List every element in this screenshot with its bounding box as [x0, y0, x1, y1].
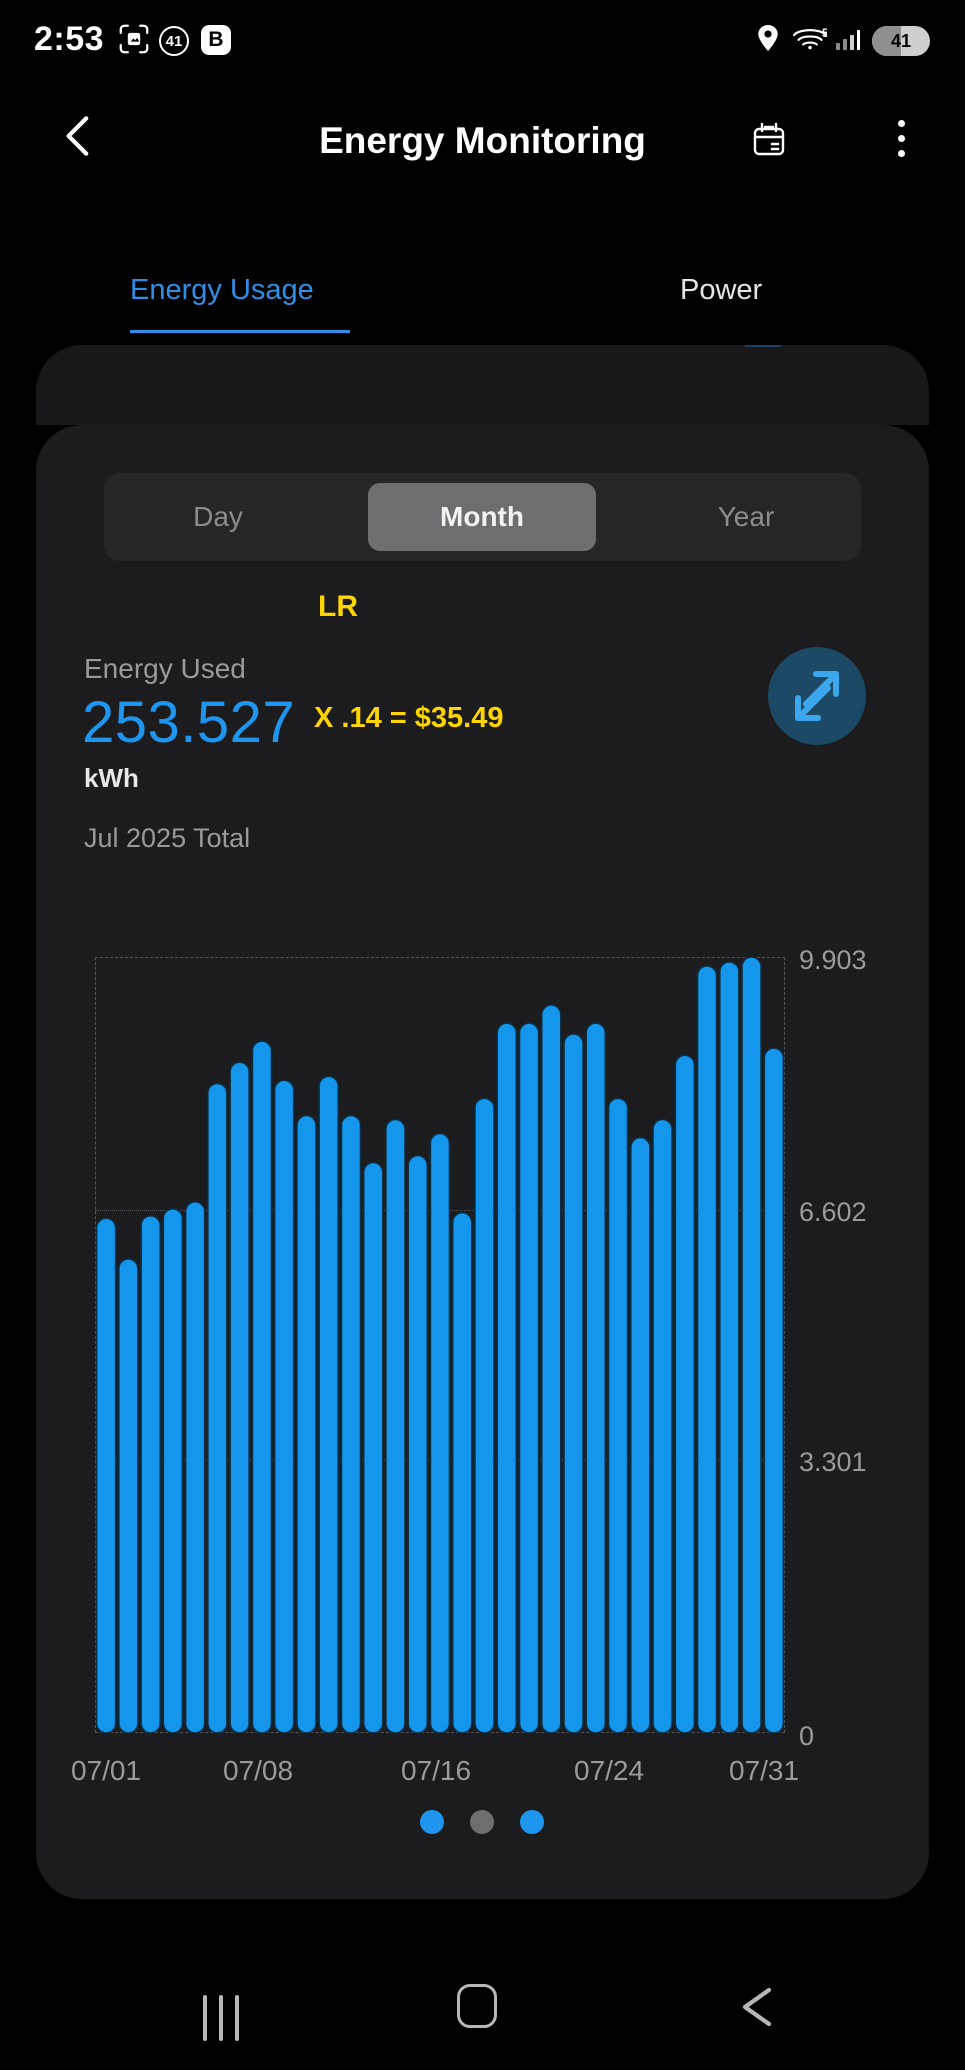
svg-text:5: 5	[822, 28, 827, 40]
